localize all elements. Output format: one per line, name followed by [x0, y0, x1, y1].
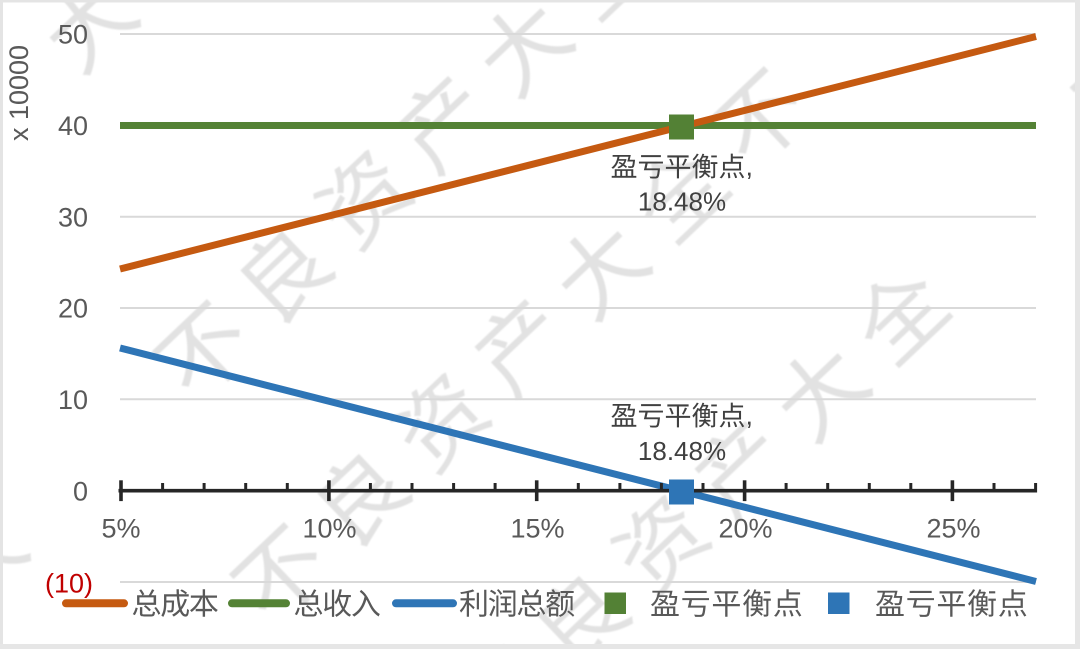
svg-text:20: 20: [58, 294, 88, 324]
svg-text:,: ,: [746, 401, 754, 431]
svg-text:x 10000: x 10000: [4, 45, 34, 141]
svg-text:40: 40: [58, 111, 88, 141]
svg-text:18.48%: 18.48%: [638, 436, 726, 466]
svg-text:30: 30: [58, 203, 88, 233]
svg-text:,: ,: [746, 152, 754, 182]
svg-text:25%: 25%: [926, 514, 980, 544]
svg-text:5%: 5%: [101, 514, 140, 544]
svg-text:18.48%: 18.48%: [638, 187, 726, 217]
svg-text:20%: 20%: [718, 514, 772, 544]
svg-text:0: 0: [73, 476, 88, 506]
svg-text:50: 50: [58, 20, 88, 50]
svg-text:(10): (10): [45, 569, 93, 599]
svg-text:10: 10: [58, 385, 88, 415]
svg-text:15%: 15%: [510, 514, 564, 544]
svg-text:10%: 10%: [302, 514, 356, 544]
